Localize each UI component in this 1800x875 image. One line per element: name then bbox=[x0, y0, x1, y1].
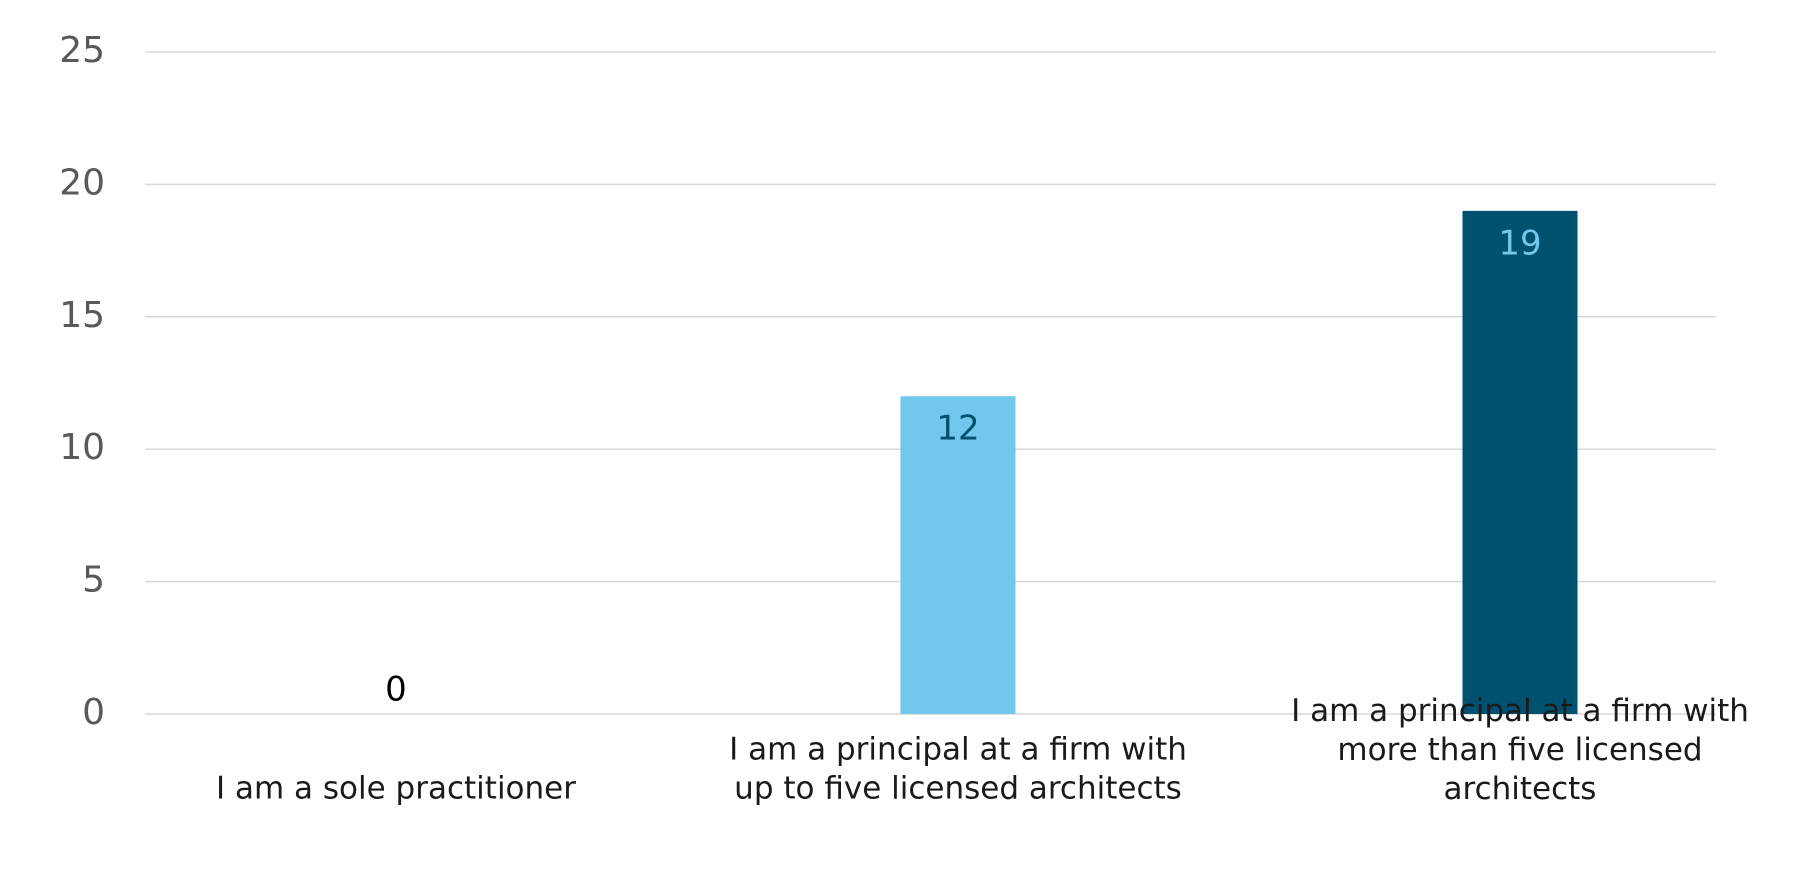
y-tick-label: 15 bbox=[59, 295, 105, 336]
y-tick-label: 25 bbox=[59, 30, 105, 71]
bar bbox=[900, 396, 1016, 714]
data-label: 19 bbox=[1498, 223, 1541, 263]
data-label: 12 bbox=[936, 409, 979, 449]
x-tick-label: I am a principal at a firm with up to fi… bbox=[729, 731, 1187, 807]
x-tick-label: I am a sole practitioner bbox=[216, 770, 576, 807]
bar bbox=[1462, 210, 1578, 714]
y-tick-label: 20 bbox=[59, 162, 105, 203]
y-tick-label: 10 bbox=[59, 427, 105, 468]
y-tick-label: 0 bbox=[82, 692, 105, 733]
x-tick-label: I am a principal at a firm with more tha… bbox=[1291, 692, 1749, 807]
data-label: 0 bbox=[385, 670, 407, 710]
y-tick-label: 5 bbox=[82, 560, 105, 601]
